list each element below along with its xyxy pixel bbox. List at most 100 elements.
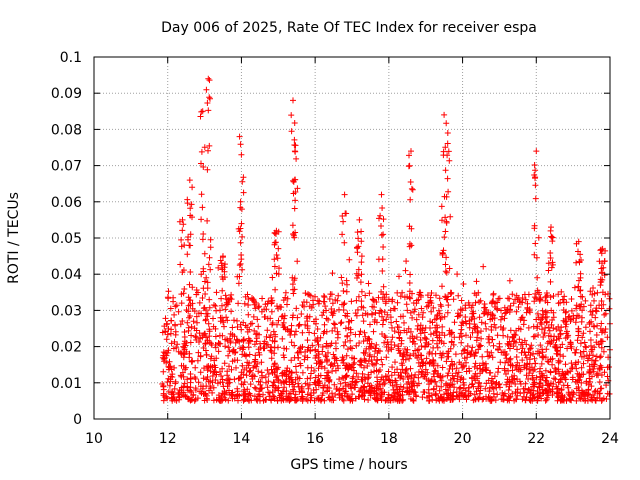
data-point [408,375,415,382]
data-point [409,339,416,346]
data-point [355,374,362,380]
data-point [534,397,541,404]
data-point [397,375,404,381]
data-point [441,391,447,398]
data-point [433,292,439,299]
data-point [198,108,205,115]
data-point [441,332,448,339]
data-point [249,320,256,327]
data-point [246,390,253,397]
data-point [504,376,511,383]
data-point [603,396,610,402]
data-point [457,390,464,397]
data-point [455,292,462,299]
data-point [525,291,532,298]
data-point [516,362,523,369]
data-point [534,274,541,281]
data-point [219,390,226,397]
data-point [200,231,207,237]
data-point [485,377,492,384]
data-point [341,239,348,246]
data-point [253,300,259,306]
data-point [434,362,441,369]
data-point [434,344,441,351]
data-point [340,301,347,308]
data-point [575,384,582,390]
data-point [279,370,285,377]
data-point [483,367,489,374]
data-point [201,304,208,311]
data-point [218,260,225,267]
data-point [309,342,316,349]
data-point [389,324,395,331]
data-point [165,347,172,354]
data-point [339,280,346,287]
data-point [598,320,605,327]
data-point [196,330,203,337]
data-point [288,376,295,383]
data-point [424,369,431,376]
data-point [542,367,549,374]
data-point [361,396,368,403]
data-point [547,369,554,376]
data-point [252,352,259,359]
data-point [204,217,211,224]
data-point [464,350,471,357]
data-point [576,392,582,399]
data-point [205,147,211,154]
data-point [597,247,604,254]
data-point [465,299,472,306]
data-point [402,267,409,274]
data-point [319,344,326,350]
data-point [234,357,241,364]
data-point [358,359,365,366]
data-point [526,396,533,403]
data-point [426,381,432,388]
data-point [407,328,414,335]
data-point [355,266,362,273]
data-point [547,255,554,261]
data-point [385,368,392,375]
data-point [292,391,299,398]
data-point [184,376,191,383]
data-point [494,305,500,312]
data-point [549,317,556,323]
data-point [367,351,373,358]
x-axis-label: GPS time / hours [290,457,407,473]
data-point [469,310,476,317]
data-point [243,372,250,379]
data-point [274,397,281,404]
data-point [361,356,368,362]
data-point [517,368,524,375]
data-point [299,329,306,336]
y-tick-label: 0 [73,412,82,428]
data-point [360,318,367,325]
data-point [507,345,513,352]
data-point [602,247,609,254]
data-point [476,314,483,321]
data-point [490,342,497,349]
data-point [274,255,281,262]
data-point [238,151,245,158]
data-point [371,297,377,304]
data-point [455,369,462,376]
data-point [215,348,222,355]
data-point [188,323,195,330]
data-point [446,265,453,272]
data-point [516,336,523,343]
data-point [601,369,608,376]
y-tick-label: 0.07 [51,159,82,175]
data-point [275,228,282,235]
data-point [434,313,441,319]
data-point [575,359,582,365]
data-point [396,334,403,341]
data-point [443,269,450,276]
data-point [474,324,481,331]
data-point [590,285,596,291]
data-point [297,360,304,367]
data-point [524,304,531,311]
y-tick-label: 0.04 [51,267,82,283]
data-point [457,306,464,313]
data-point [356,340,363,346]
data-point [273,270,280,277]
